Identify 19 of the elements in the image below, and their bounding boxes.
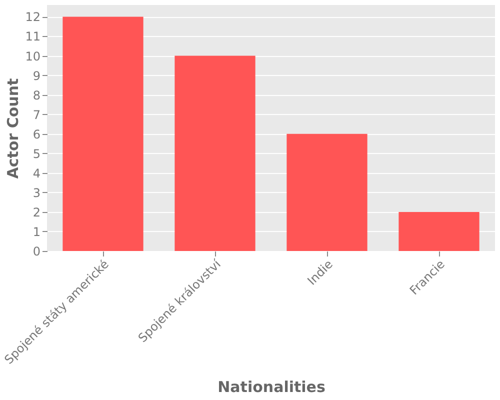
y-axis-title: Actor Count — [4, 78, 22, 179]
bar — [286, 134, 368, 251]
y-tick-label: 1 — [32, 224, 40, 239]
y-tick-label: 8 — [32, 88, 40, 102]
y-tick-label: 6 — [32, 127, 40, 142]
y-tick-label: 4 — [32, 166, 40, 180]
bar — [398, 212, 480, 251]
y-tick-label: 12 — [25, 10, 40, 24]
x-axis-title: Nationalities — [218, 378, 326, 396]
bar — [62, 16, 144, 251]
y-tick-label: 5 — [32, 146, 40, 161]
y-tick-label: 9 — [32, 68, 40, 83]
y-tick-label: 11 — [25, 30, 40, 44]
y-tick-label: 0 — [32, 244, 40, 258]
bar — [174, 56, 256, 251]
y-tick-label: 10 — [25, 49, 40, 64]
y-tick-label: 2 — [32, 205, 40, 220]
y-tick-label: 3 — [32, 186, 40, 200]
y-tick-label: 7 — [32, 108, 40, 122]
